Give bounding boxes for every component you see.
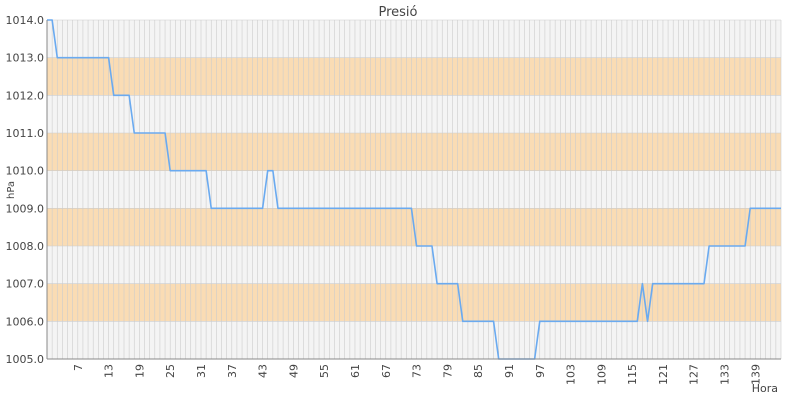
vertical-gridlines: [46, 20, 782, 359]
band-1006: [47, 283, 781, 322]
y-tick-label: 1009.0: [6, 202, 45, 215]
y-tick-label: 1010.0: [6, 165, 45, 178]
y-tick-label: 1005.0: [6, 353, 45, 366]
x-tick-label: 79: [441, 364, 454, 378]
x-tick-label: 67: [380, 364, 393, 378]
x-tick-label: 55: [318, 364, 331, 378]
series-line-0: [47, 19, 781, 360]
x-tick-label: 43: [257, 364, 270, 378]
x-tick-label: 25: [164, 364, 177, 378]
x-tick-label: 103: [565, 364, 578, 385]
x-tick-label: 73: [411, 364, 424, 378]
axes: [46, 20, 781, 360]
horizontal-bands: [47, 57, 781, 322]
x-tick-label: 19: [133, 364, 146, 378]
x-tick-label: 49: [287, 364, 300, 378]
chart-title: Presió: [378, 5, 417, 20]
x-tick-labels: 7 13 19 25 31 37 43 49 55 61 67 73 79 85 91 97 103 109 115…: [72, 364, 763, 385]
x-tick-label: 85: [472, 364, 485, 378]
series-layer: [47, 19, 781, 360]
band-1010: [47, 133, 781, 171]
x-tick-label: 31: [195, 364, 208, 378]
x-tick-label: 121: [657, 364, 670, 385]
x-tick-label: 91: [503, 364, 516, 378]
y-tick-label: 1012.0: [6, 89, 45, 102]
y-tick-label: 1011.0: [6, 127, 45, 140]
x-tick-label: 133: [719, 364, 732, 385]
x-tick-label: 115: [626, 364, 639, 385]
x-tick-label: 97: [534, 364, 547, 378]
x-tick-label: 127: [688, 364, 701, 385]
x-tick-label: 7: [72, 364, 85, 371]
y-tick-label: 1014.0: [6, 14, 45, 27]
band-1012: [47, 57, 781, 96]
y-tick-label: 1008.0: [6, 240, 45, 253]
y-tick-labels: 1005.0 1006.0 1007.0 1008.0 1009.0 1010.0 1011…: [6, 14, 45, 366]
x-tick-label: 61: [349, 364, 362, 378]
x-axis-label: Hora: [752, 382, 778, 395]
x-tick-label: 13: [103, 364, 116, 378]
y-tick-label: 1006.0: [6, 315, 45, 328]
x-tick-label: 109: [595, 364, 608, 385]
x-tick-label: 37: [226, 364, 239, 378]
y-tick-label: 1013.0: [6, 52, 45, 65]
y-axis-label: hPa: [6, 181, 17, 199]
y-tick-label: 1007.0: [6, 278, 45, 291]
x-tick-label: 139: [749, 364, 762, 385]
